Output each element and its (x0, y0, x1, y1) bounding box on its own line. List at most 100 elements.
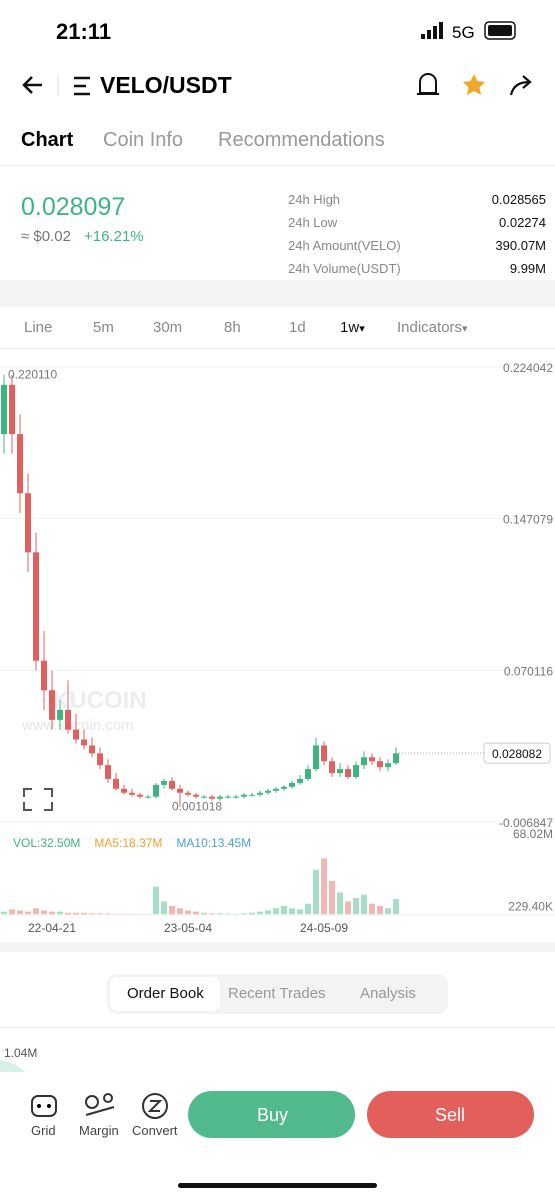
book-tab[interactable]: Analysis (360, 985, 416, 1002)
nav[interactable]: Margin (79, 1123, 119, 1138)
candle-body (249, 794, 255, 796)
separator (0, 280, 555, 307)
chart: 0.224042 0.147079 0.070116 -0.006847 KUCOIN w… (0, 361, 555, 935)
candle-body (265, 790, 271, 793)
watermark: www.kucoin.com (21, 717, 134, 734)
volume-bar (249, 912, 255, 915)
volume-bar (49, 911, 55, 915)
volume-bar (201, 912, 207, 915)
volume-bar (169, 905, 175, 915)
volume-bar (377, 905, 383, 915)
divider (0, 165, 555, 166)
candle-body (393, 753, 399, 764)
volume-bar (177, 908, 183, 915)
volume-bar (265, 910, 271, 915)
divider (0, 348, 555, 349)
stat-label: 24h High (288, 192, 341, 207)
x-tick-label: 24-05-09 (300, 921, 348, 935)
buy-label[interactable]: Buy (257, 1105, 289, 1125)
candle-body (369, 757, 375, 762)
volume-bar (337, 892, 343, 915)
candle-body (41, 660, 47, 691)
candle-body (353, 765, 359, 777)
watermark: KUCOIN (52, 687, 147, 714)
candle-body (305, 769, 311, 779)
candle-body (321, 745, 327, 762)
volume-bar (185, 910, 191, 915)
interval[interactable]: Indicators▾ (397, 319, 468, 336)
stat-label: 24h Volume(USDT) (288, 261, 401, 276)
interval[interactable]: 1d (289, 319, 306, 336)
candle-body (65, 709, 71, 730)
volume-bar (345, 901, 351, 915)
max-label: 0.220110 (8, 368, 57, 382)
interval[interactable]: 30m (153, 319, 183, 336)
candle-body (233, 796, 239, 798)
candle-body (161, 780, 167, 785)
candle-body (33, 552, 39, 661)
candle-body (73, 729, 79, 740)
nav[interactable]: Grid (31, 1123, 56, 1138)
volume-bar (289, 908, 295, 915)
candle-body (105, 765, 111, 779)
interval[interactable]: 8h (224, 319, 241, 336)
back[interactable] (22, 76, 42, 94)
candle-body (281, 786, 287, 789)
share[interactable] (509, 75, 532, 96)
volume-bar (241, 913, 247, 915)
candle-body (297, 778, 303, 783)
stat-value: 0.02274 (499, 215, 546, 230)
interval[interactable]: Line (24, 319, 53, 336)
buy-button[interactable] (188, 1091, 355, 1138)
candle-body (137, 794, 143, 797)
candle-body (49, 690, 55, 720)
last-price: 0.028097 (21, 193, 126, 221)
sell-label[interactable]: Sell (435, 1105, 466, 1125)
volume-bar (33, 908, 39, 915)
candle-body (361, 757, 367, 766)
candle-body (273, 788, 279, 791)
divider (0, 1027, 555, 1028)
vol-tick-label: 229.40K (508, 900, 553, 914)
usd-price: ≈ $0.02 (21, 228, 71, 245)
interval[interactable]: 1w▾ (340, 319, 365, 336)
interval[interactable]: 5m (93, 319, 114, 336)
vol-legend: MA10:13.45M (176, 836, 251, 850)
fullscreen[interactable] (23, 788, 53, 811)
y-tick-label: 0.224042 (503, 361, 553, 375)
nav[interactable]: Convert (132, 1123, 178, 1138)
volume-bar (385, 908, 391, 915)
tab[interactable]: Chart (21, 129, 74, 151)
y-tick-label: -0.006847 (499, 816, 553, 830)
candle-body (145, 796, 151, 798)
tab[interactable]: Recommendations (218, 129, 385, 151)
candle-body (25, 493, 31, 553)
favorite[interactable] (463, 74, 485, 95)
candle-body (185, 792, 191, 795)
stat-value: 0.028565 (491, 192, 546, 207)
segment-active (110, 977, 220, 1011)
book-tab[interactable]: Order Book (127, 985, 204, 1002)
candle-body (97, 753, 103, 766)
candle-body (9, 384, 15, 435)
volume-bar (273, 908, 279, 915)
separator (0, 942, 555, 952)
book-tab[interactable]: Recent Trades (228, 985, 326, 1002)
y-tick-label: 0.070116 (504, 664, 553, 678)
caret: ▾ (359, 323, 365, 335)
volume-bar (361, 894, 367, 915)
tab[interactable]: Coin Info (103, 129, 184, 151)
alert[interactable] (417, 73, 439, 95)
candle-body (225, 796, 231, 798)
vol-legend: VOL:32.50M (13, 836, 80, 850)
min-label: 0.001018 (172, 800, 222, 814)
last-price-label: 0.028082 (492, 747, 542, 761)
vol-tick-label: 68.02M (513, 827, 553, 841)
candle-body (337, 769, 343, 774)
sell-button[interactable] (367, 1091, 534, 1138)
volume-bar (9, 909, 15, 915)
stat-label: 24h Low (288, 215, 338, 230)
volume-bar (281, 905, 287, 915)
volume-bar (73, 912, 79, 915)
volume-bar (353, 898, 359, 915)
